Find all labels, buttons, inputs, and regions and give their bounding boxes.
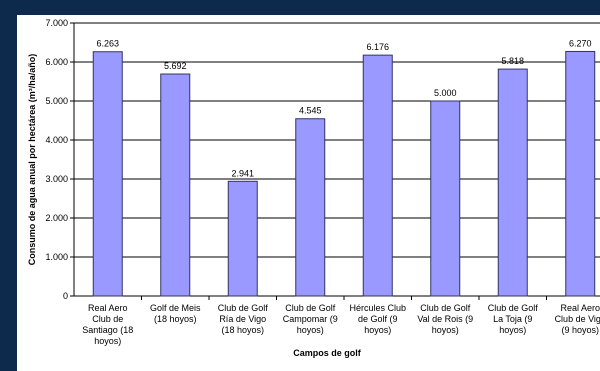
- x-category-label: Real Aero: [560, 303, 600, 313]
- x-category-label: hoyos): [297, 325, 324, 335]
- x-category-label: Santiago (18: [82, 325, 133, 335]
- y-tick-label: 0: [63, 291, 68, 301]
- x-category-label: (18 hoyos): [221, 325, 264, 335]
- bar: [362, 54, 393, 297]
- data-label: 6.176: [366, 42, 389, 52]
- bar: [160, 73, 191, 297]
- y-tick-label: 1.000: [45, 252, 68, 262]
- bar: [430, 100, 461, 297]
- data-label: 5.692: [164, 61, 187, 71]
- chart-panel: 0 1.000 2.000 3.000 4.000 5.000 6.000 7.000 6.26…: [17, 15, 600, 371]
- x-category-label: Club de Golf: [488, 303, 539, 313]
- bar: [92, 51, 123, 297]
- y-tick-label: 2.000: [45, 213, 68, 223]
- x-category-label: hoyos): [499, 325, 526, 335]
- y-tick-label: 6.000: [45, 57, 68, 67]
- x-category-label: (18 hoyos): [154, 314, 197, 324]
- x-category-label: Club de Golf: [285, 303, 336, 313]
- x-category-label: Club de Golf: [218, 303, 269, 313]
- x-category-label: Real Aero: [88, 303, 128, 313]
- x-category-label: hoyos): [364, 325, 391, 335]
- bar: [295, 118, 326, 297]
- y-axis-title: Consumo de agua anual por hectárea (m³/h…: [27, 54, 37, 266]
- x-category-label: Val de Rois (9: [417, 314, 473, 324]
- data-label: 6.263: [96, 39, 119, 49]
- data-label: 5.818: [501, 56, 524, 66]
- x-category-label: Golf de Meis: [150, 303, 201, 313]
- x-category-label: Club de: [92, 314, 123, 324]
- x-axis-title: Campos de golf: [293, 348, 362, 358]
- data-label: 6.270: [569, 38, 592, 48]
- x-category-label: Ría de Vigo: [219, 314, 266, 324]
- bar: [227, 180, 258, 297]
- x-category-label: Club de Vigo: [555, 314, 600, 324]
- y-tick-label: 5.000: [45, 96, 68, 106]
- x-category-label: (9 hoyos): [561, 325, 599, 335]
- y-tick-label: 4.000: [45, 135, 68, 145]
- y-tick-label: 7.000: [45, 18, 68, 28]
- x-category-label: Campomar (9: [283, 314, 338, 324]
- bar: [497, 68, 528, 297]
- bar-chart: 0 1.000 2.000 3.000 4.000 5.000 6.000 7.000 6.26…: [27, 18, 600, 358]
- x-category-label: hoyos): [432, 325, 459, 335]
- x-category-label: de Golf (9: [358, 314, 398, 324]
- data-label: 2.941: [231, 168, 254, 178]
- x-category-label: Club de Golf: [420, 303, 471, 313]
- x-category-label: Hércules Club: [349, 303, 406, 313]
- x-category-label: La Toja (9: [493, 314, 532, 324]
- bar: [565, 50, 596, 297]
- x-category-label: hoyos): [94, 336, 121, 346]
- data-label: 4.545: [299, 106, 322, 116]
- y-tick-label: 3.000: [45, 174, 68, 184]
- data-label: 5.000: [434, 88, 457, 98]
